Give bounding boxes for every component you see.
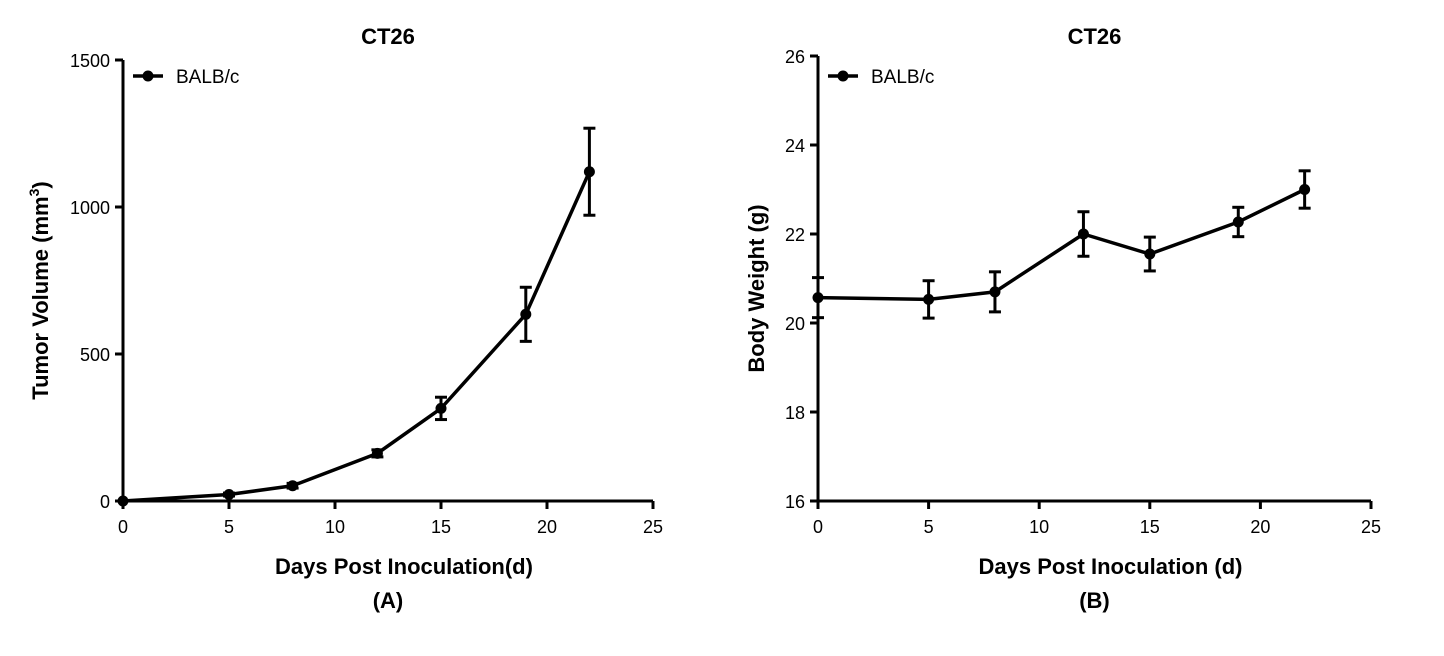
legend-label: BALB/c bbox=[176, 67, 239, 88]
y-tick-label: 1000 bbox=[70, 198, 110, 218]
x-tick-label: 25 bbox=[643, 517, 663, 537]
series-line bbox=[122, 171, 591, 503]
data-point bbox=[989, 286, 1001, 298]
x-tick-label: 0 bbox=[118, 517, 128, 537]
y-tick-label: 24 bbox=[785, 136, 805, 156]
x-tick-label: 20 bbox=[1250, 517, 1270, 537]
y-tick-label: 1500 bbox=[70, 51, 110, 71]
data-point bbox=[1144, 248, 1156, 260]
data-point bbox=[1232, 216, 1244, 228]
legend-marker bbox=[142, 70, 154, 82]
chart-panel-1: CT26 0 5 10 15 20 25 16 18 20 22 24 26 Days Post Inoc… bbox=[744, 24, 1381, 613]
panel-label: (B) bbox=[1079, 588, 1110, 613]
legend-marker bbox=[837, 70, 849, 82]
data-point bbox=[583, 166, 595, 178]
x-axis-label: Days Post Inoculation(d) bbox=[275, 554, 533, 579]
y-tick-label: 18 bbox=[785, 403, 805, 423]
x-tick-label: 10 bbox=[325, 517, 345, 537]
y-tick-label: 500 bbox=[80, 345, 110, 365]
x-tick-label: 25 bbox=[1361, 517, 1381, 537]
data-point bbox=[812, 292, 824, 304]
y-axis-label-superscript: 3 bbox=[26, 188, 42, 196]
data-point bbox=[223, 489, 235, 501]
y-tick-label: 26 bbox=[785, 47, 805, 67]
y-axis-label-close: ) bbox=[28, 181, 53, 188]
data-point bbox=[1077, 228, 1089, 240]
x-tick-label: 15 bbox=[1140, 517, 1160, 537]
x-tick-label: 15 bbox=[431, 517, 451, 537]
legend-label: BALB/c bbox=[871, 67, 934, 88]
series-0 bbox=[117, 126, 596, 507]
data-point bbox=[371, 447, 383, 459]
x-tick-label: 5 bbox=[924, 517, 934, 537]
data-point bbox=[1299, 184, 1311, 195]
y-tick-label: 20 bbox=[785, 314, 805, 334]
y-axis-label-main: Tumor Volume (mm bbox=[28, 196, 53, 399]
data-point bbox=[117, 495, 129, 507]
y-tick-label: 0 bbox=[100, 492, 110, 512]
panel-label: (A) bbox=[373, 588, 404, 613]
data-point bbox=[287, 480, 299, 492]
y-axis-label: Tumor Volume (mm3) bbox=[26, 181, 53, 399]
x-tick-label: 10 bbox=[1029, 517, 1049, 537]
chart-title: CT26 bbox=[361, 24, 415, 49]
y-axis-label: Body Weight (g) bbox=[744, 204, 769, 372]
x-tick-label: 20 bbox=[537, 517, 557, 537]
chart-title: CT26 bbox=[1068, 24, 1122, 49]
y-axis-label-main: Body Weight (g) bbox=[744, 204, 769, 372]
data-point bbox=[435, 402, 447, 414]
x-tick-label: 0 bbox=[813, 517, 823, 537]
series-0 bbox=[812, 169, 1311, 320]
data-point bbox=[520, 308, 532, 320]
chart-panel-0: CT26 0 5 10 15 20 25 0 500 1000 1500 Days Post Inoc… bbox=[26, 24, 663, 613]
data-point bbox=[923, 293, 935, 305]
y-tick-label: 16 bbox=[785, 492, 805, 512]
x-tick-label: 5 bbox=[224, 517, 234, 537]
x-axis-label: Days Post Inoculation (d) bbox=[978, 554, 1242, 579]
y-tick-label: 22 bbox=[785, 225, 805, 245]
series-line bbox=[817, 187, 1306, 302]
